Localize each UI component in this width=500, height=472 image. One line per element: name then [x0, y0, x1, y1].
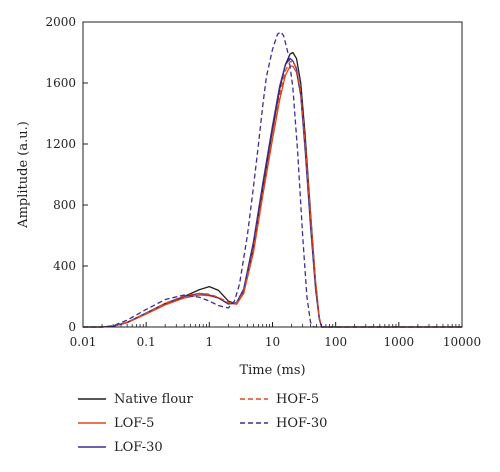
x-tick-label: 1 — [206, 335, 214, 349]
series-line-lof-5 — [83, 65, 462, 328]
x-tick-label: 1000 — [384, 335, 415, 349]
y-tick-label: 1200 — [45, 137, 76, 151]
x-tick-label: 100 — [324, 335, 347, 349]
series-line-lof-30 — [83, 57, 462, 328]
plot-lines — [83, 31, 462, 328]
legend: Native flour LOF-5 LOF-30 HOF-5 HOF-30 — [78, 392, 327, 455]
legend-label: LOF-5 — [114, 416, 154, 431]
x-tick-label: 10 — [265, 335, 280, 349]
series-line-hof-30 — [83, 31, 462, 328]
y-tick-label: 800 — [53, 198, 76, 212]
legend-label: LOF-30 — [114, 440, 163, 455]
y-tick-label: 1600 — [45, 76, 76, 90]
legend-label: Native flour — [114, 392, 194, 407]
axes: 0.01 0.1 1 10 100 1000 10000 0 400 800 1200 1600 200… — [16, 15, 481, 378]
y-axis-title: Amplitude (a.u.) — [16, 121, 31, 229]
legend-label: HOF-5 — [276, 392, 319, 407]
series-line-native-flour — [83, 51, 462, 328]
y-tick-label: 400 — [53, 259, 76, 273]
y-tick-label: 0 — [68, 320, 76, 334]
x-tick-label: 0.01 — [70, 335, 97, 349]
x-axis-title: Time (ms) — [239, 363, 305, 378]
series-line-hof-5 — [83, 61, 462, 328]
x-tick-label: 0.1 — [137, 335, 156, 349]
y-tick-label: 2000 — [45, 15, 76, 29]
x-tick-label: 10000 — [443, 335, 481, 349]
legend-label: HOF-30 — [276, 416, 327, 431]
plot-frame — [82, 21, 463, 328]
